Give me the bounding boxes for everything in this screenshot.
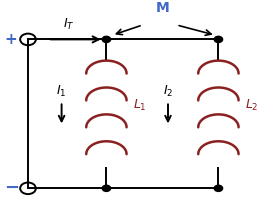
Circle shape bbox=[214, 36, 223, 42]
Text: $I_1$: $I_1$ bbox=[56, 84, 67, 99]
Circle shape bbox=[214, 185, 223, 191]
Text: +: + bbox=[5, 32, 18, 47]
Text: $L_2$: $L_2$ bbox=[245, 98, 259, 113]
Circle shape bbox=[102, 185, 111, 191]
Text: M: M bbox=[155, 1, 169, 15]
Text: $I_T$: $I_T$ bbox=[63, 17, 74, 32]
Text: $L_1$: $L_1$ bbox=[133, 98, 147, 113]
Circle shape bbox=[102, 36, 111, 42]
Text: $I_2$: $I_2$ bbox=[163, 84, 173, 99]
Text: −: − bbox=[4, 179, 19, 197]
